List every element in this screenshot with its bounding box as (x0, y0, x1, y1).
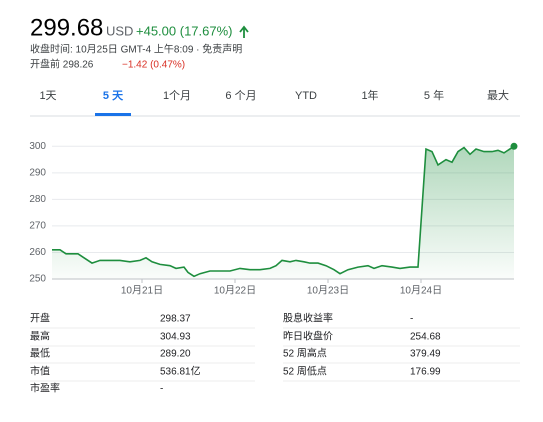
tab[interactable]: 1天 (39, 90, 56, 102)
tab[interactable]: 6 个月 (225, 89, 256, 102)
tab-underline (95, 113, 131, 116)
y-tick-label: 270 (29, 221, 46, 232)
x-tick-label: 10月23日 (307, 285, 349, 297)
stat-value: - (160, 384, 163, 395)
stat-value: 289.20 (160, 349, 191, 360)
stat-label: 开盘 (30, 312, 50, 325)
stat-value: 379.49 (410, 349, 441, 360)
stat-label: 52 周低点 (283, 365, 327, 378)
y-tick-label: 260 (29, 247, 46, 258)
last-point (510, 142, 518, 150)
premarket-change: −1.42 (0.47%) (122, 60, 185, 71)
stat-value: 304.93 (160, 332, 191, 343)
close-info: 收盘时间: 10月25日 GMT-4 上午8:09 · 免责声明 (30, 43, 242, 56)
stat-label: 昨日收盘价 (283, 330, 333, 343)
y-tick-label: 290 (29, 167, 46, 178)
stat-label: 股息收益率 (283, 312, 333, 325)
x-tick-label: 10月22日 (214, 285, 256, 297)
stat-label: 市值 (30, 365, 50, 378)
x-tick-label: 10月21日 (121, 285, 163, 297)
tab[interactable]: YTD (295, 90, 317, 102)
y-tick-label: 280 (29, 194, 46, 205)
tab[interactable]: 1个月 (163, 89, 191, 102)
stat-label: 市盈率 (30, 382, 60, 395)
price: 299.68 (30, 14, 103, 41)
x-tick-label: 10月24日 (400, 285, 442, 297)
currency: USD (106, 23, 133, 38)
change: +45.00 (17.67%) (136, 23, 232, 38)
stat-label: 最低 (30, 347, 50, 360)
tab[interactable]: 最大 (487, 88, 509, 102)
tab[interactable]: 5 天 (103, 89, 124, 102)
stat-value: 176.99 (410, 367, 441, 378)
stat-value: 536.81亿 (160, 365, 201, 378)
y-tick-label: 300 (29, 141, 46, 152)
premarket: 开盘前 298.26 (30, 58, 94, 71)
tab[interactable]: 1年 (361, 88, 378, 102)
stat-label: 最高 (30, 330, 50, 343)
price-line (52, 145, 515, 278)
stat-value: - (410, 314, 413, 325)
stat-label: 52 周高点 (283, 347, 327, 360)
area (52, 146, 514, 279)
y-tick-label: 250 (29, 274, 46, 285)
up-arrow (239, 25, 249, 38)
stat-value: 298.37 (160, 314, 191, 325)
tab[interactable]: 5 年 (424, 88, 444, 102)
stat-value: 254.68 (410, 332, 441, 343)
